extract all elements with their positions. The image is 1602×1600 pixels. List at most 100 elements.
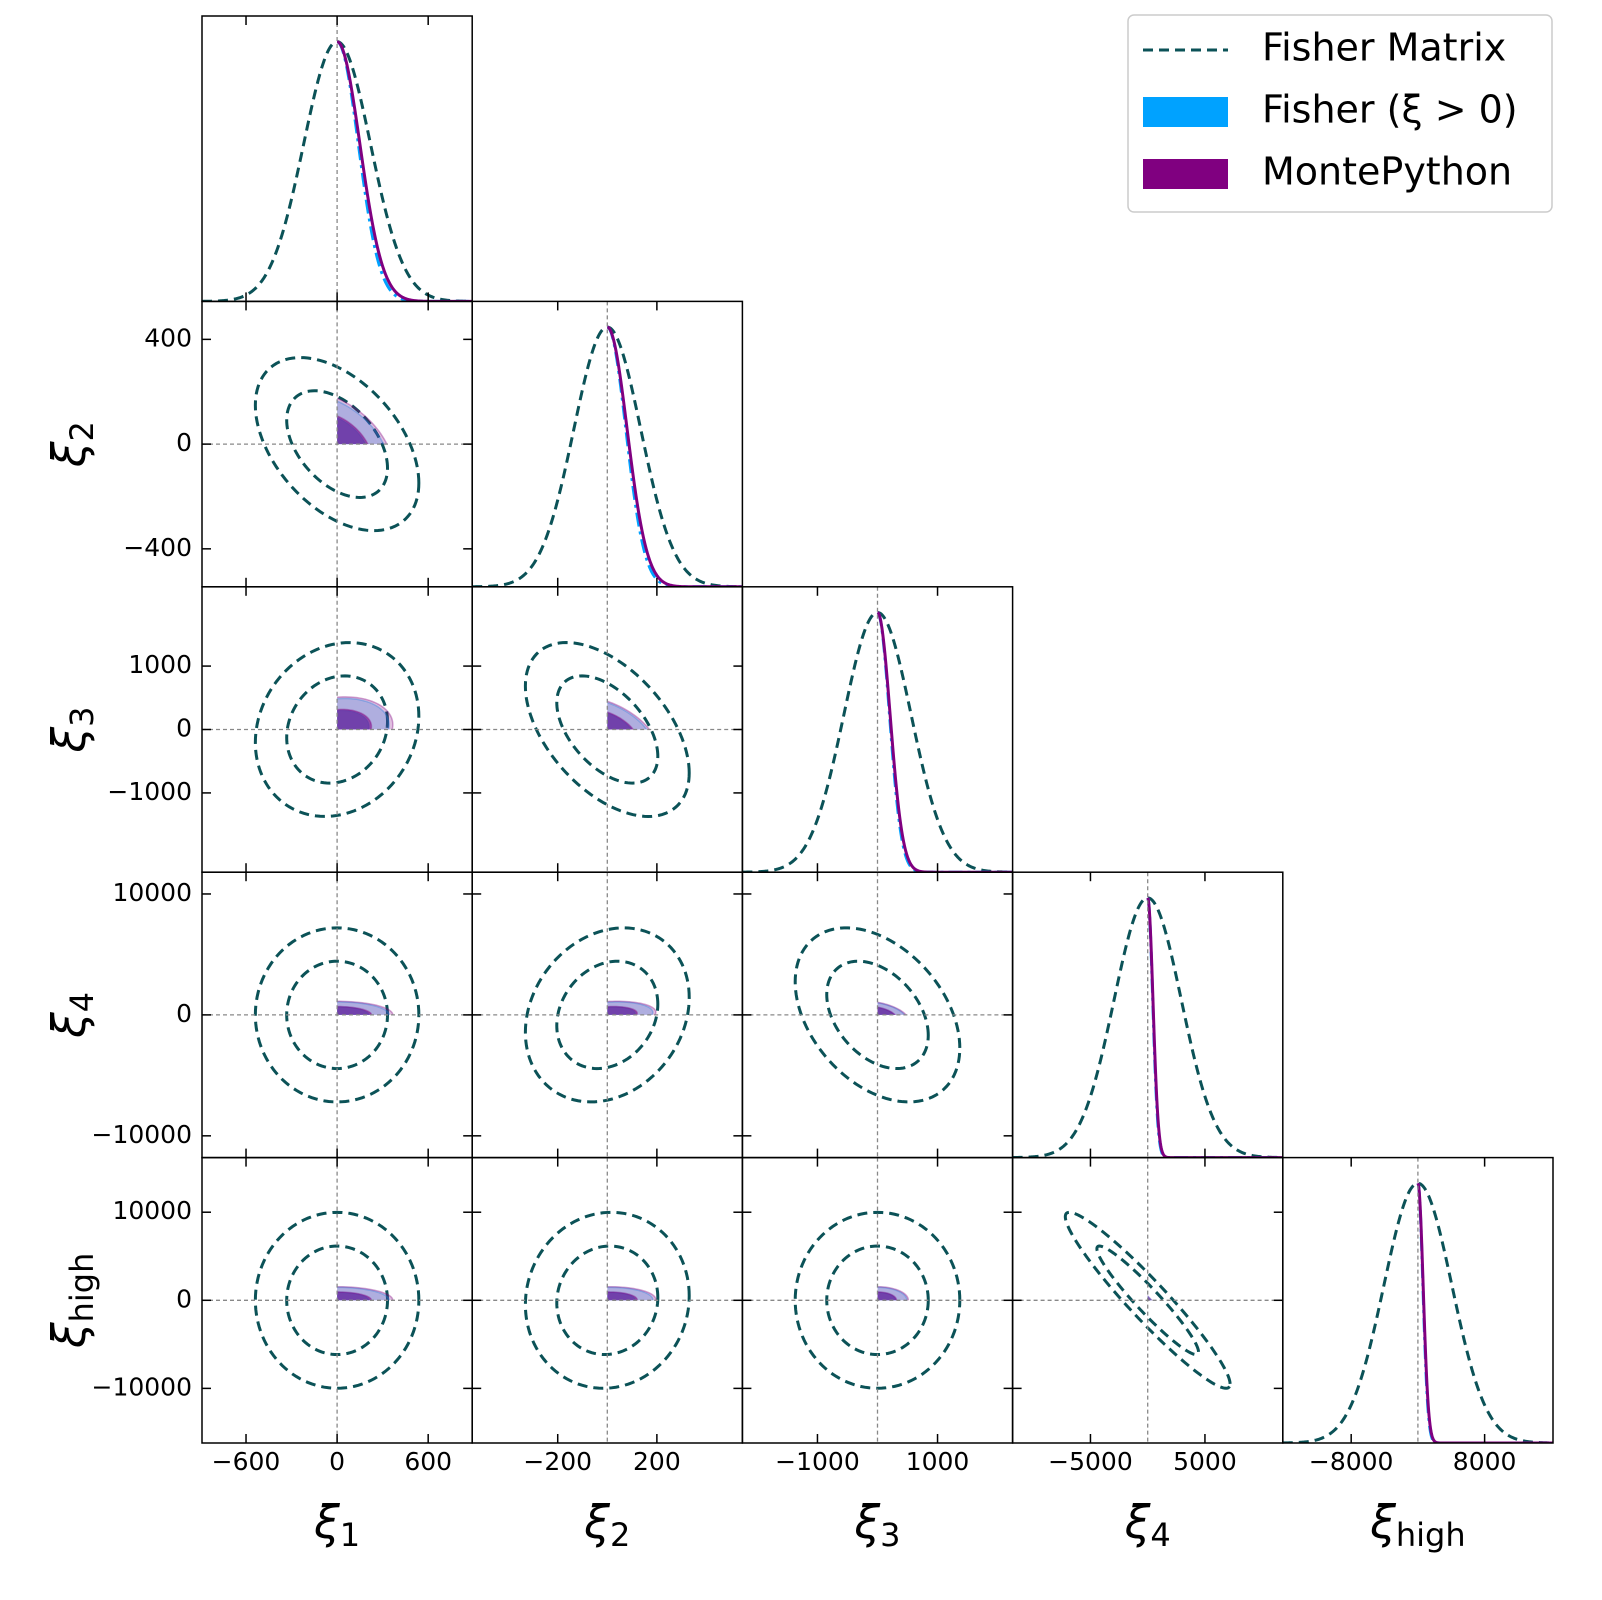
contour — [523, 926, 691, 1104]
contour — [607, 711, 635, 730]
marginal-curve — [1146, 897, 1283, 1158]
panel — [202, 301, 473, 587]
y-tick-label: 0 — [176, 999, 192, 1028]
x-tick-label: −8000 — [1309, 1447, 1394, 1476]
panel — [1012, 872, 1283, 1158]
x-tick-label: 5000 — [1173, 1447, 1237, 1476]
contour — [337, 415, 369, 445]
axis-subscript: 4 — [63, 992, 101, 1012]
legend-swatch — [1143, 159, 1228, 189]
marginal-curve — [607, 325, 743, 587]
marginal-curve — [472, 325, 743, 587]
x-tick-label: 200 — [633, 1447, 681, 1476]
axis-subscript: 2 — [610, 1516, 630, 1554]
legend-label: MontePython — [1262, 150, 1512, 194]
marginal-curve — [876, 611, 1013, 873]
contour — [337, 1005, 373, 1015]
x-axis-label: ξ3 — [853, 1495, 900, 1555]
marginal-curve — [336, 40, 473, 302]
contour — [877, 1006, 897, 1015]
y-tick-label: 10000 — [112, 1196, 192, 1225]
contour — [1095, 1244, 1201, 1357]
contour — [607, 1005, 638, 1015]
axis-subscript: 1 — [340, 1516, 360, 1554]
x-tick-label: −600 — [212, 1447, 281, 1476]
axis-subscript: high — [1396, 1516, 1466, 1554]
y-axis-label: ξhigh — [42, 1253, 102, 1349]
y-tick-label: −1000 — [107, 777, 192, 806]
x-tick-label: −5000 — [1048, 1447, 1133, 1476]
contour — [607, 1291, 638, 1301]
x-axis-label: ξ1 — [313, 1495, 360, 1555]
contour — [337, 708, 373, 730]
x-tick-label: 8000 — [1453, 1447, 1517, 1476]
y-tick-label: 1000 — [128, 650, 192, 679]
marginal-curve — [336, 40, 473, 302]
contour — [337, 1291, 373, 1301]
panel — [742, 1157, 1013, 1443]
legend-swatch — [1143, 97, 1228, 127]
y-axis-label: ξ4 — [42, 992, 102, 1039]
y-tick-label: 10000 — [112, 878, 192, 907]
axis-subscript: 2 — [63, 421, 101, 441]
panel — [742, 586, 1013, 873]
contour — [523, 641, 691, 818]
panel — [1282, 1157, 1554, 1443]
contour — [285, 674, 390, 785]
y-tick-label: −400 — [123, 533, 192, 562]
marginal-curve — [742, 610, 1013, 873]
x-tick-label: −1000 — [775, 1447, 860, 1476]
y-tick-label: −10000 — [92, 1372, 192, 1401]
contour — [253, 926, 421, 1104]
x-tick-label: 1000 — [906, 1447, 970, 1476]
axis-symbol: ξ — [42, 441, 96, 468]
y-tick-label: 0 — [176, 1284, 192, 1313]
y-tick-label: 400 — [144, 323, 192, 352]
panel — [472, 872, 743, 1158]
axis-subscript: high — [63, 1253, 101, 1323]
axis-subscript: 3 — [63, 706, 101, 726]
panel — [202, 16, 473, 302]
contour — [523, 1210, 691, 1390]
axis-symbol: ξ — [1369, 1495, 1396, 1549]
x-axis-label: ξ4 — [1124, 1495, 1171, 1555]
x-tick-label: 0 — [329, 1447, 345, 1476]
axis-symbol: ξ — [42, 1322, 96, 1349]
panel — [472, 301, 743, 587]
marginal-curve — [607, 325, 743, 587]
axis-symbol: ξ — [1124, 1495, 1151, 1549]
x-axis-label: ξ2 — [583, 1495, 630, 1555]
marginal-curve — [876, 611, 1013, 873]
y-axis-label: ξ3 — [42, 706, 102, 753]
legend-label: Fisher (ξ > 0) — [1262, 88, 1518, 132]
contour — [253, 641, 421, 818]
legend-label: Fisher Matrix — [1262, 26, 1506, 70]
axis-symbol: ξ — [583, 1495, 610, 1549]
contour — [825, 959, 930, 1071]
axis-symbol: ξ — [42, 1012, 96, 1039]
marginal-curve — [1012, 896, 1283, 1158]
panel — [1012, 1157, 1283, 1443]
axis-subscript: 3 — [880, 1516, 900, 1554]
contour — [793, 926, 962, 1104]
axis-symbol: ξ — [853, 1495, 880, 1549]
panel — [472, 586, 743, 873]
axis-symbol: ξ — [42, 727, 96, 754]
panel-frame — [1282, 1156, 1554, 1444]
x-tick-label: −200 — [523, 1447, 592, 1476]
contour — [555, 1244, 660, 1357]
y-tick-label: 0 — [176, 714, 192, 743]
axis-symbol: ξ — [313, 1495, 340, 1549]
contour — [285, 389, 390, 499]
panel — [202, 872, 473, 1158]
marginal-curve — [1146, 897, 1283, 1158]
contour — [877, 1291, 898, 1301]
contour — [253, 356, 421, 533]
legend-box — [1127, 14, 1553, 213]
axis-subscript: 4 — [1150, 1516, 1170, 1554]
contour — [555, 674, 660, 785]
panel — [202, 586, 473, 873]
panel — [472, 1157, 743, 1443]
